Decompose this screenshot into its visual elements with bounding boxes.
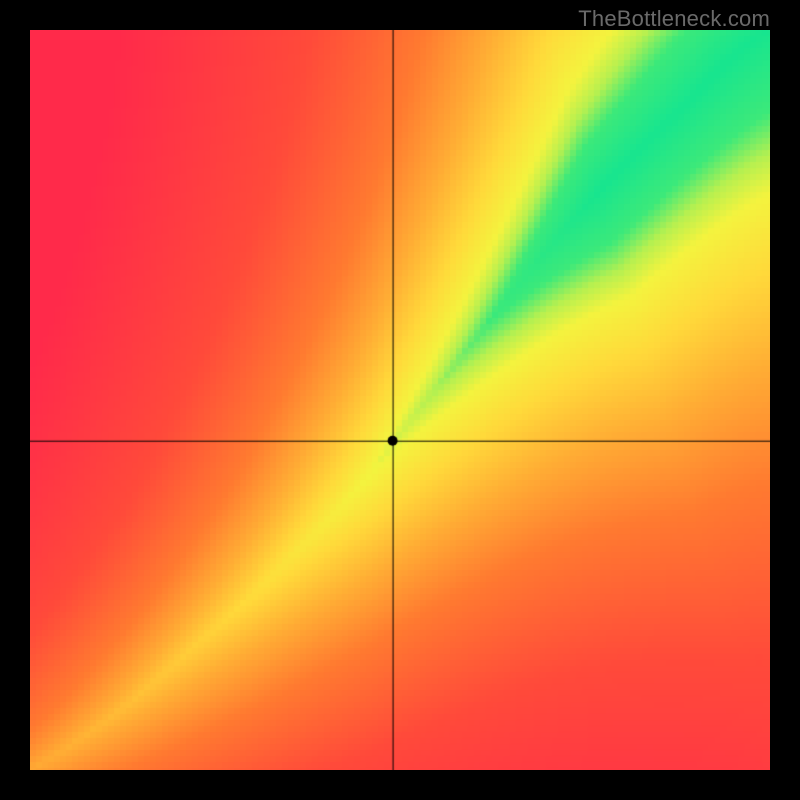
watermark-text: TheBottleneck.com xyxy=(578,6,770,32)
outer-frame: TheBottleneck.com xyxy=(0,0,800,800)
plot-area xyxy=(30,30,770,770)
bottleneck-heatmap xyxy=(30,30,770,770)
